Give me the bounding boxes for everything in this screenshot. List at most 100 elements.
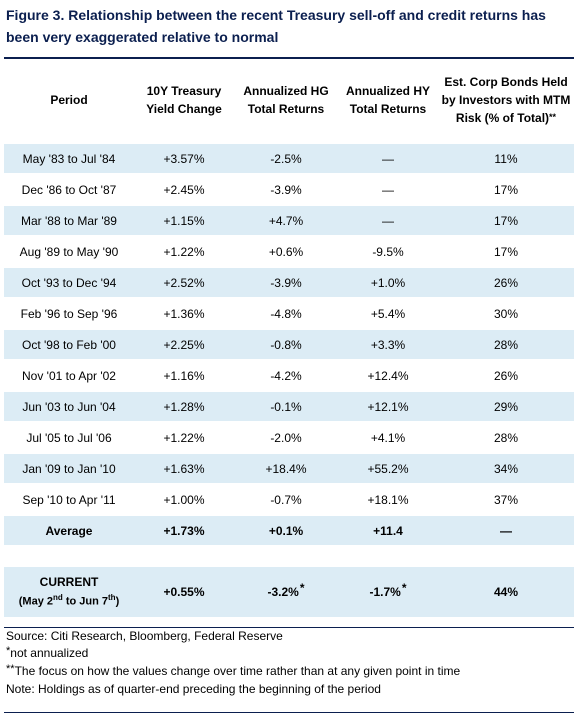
header-mtm: Est. Corp Bonds Held by Investors with M… — [438, 62, 574, 138]
cell-hg: -0.7% — [270, 492, 302, 507]
cell-mtm: — — [500, 523, 512, 538]
table-row: Jul '05 to Jul '06 +1.22% -2.0% +4.1% 28% — [4, 423, 574, 452]
cell-hg: +4.7% — [268, 213, 304, 228]
cell-treasury: +1.36% — [163, 306, 205, 321]
cell-period: Average — [45, 523, 93, 538]
cell-mtm: 11% — [494, 151, 518, 166]
cell-mtm: 37% — [493, 492, 519, 507]
bottom-rule — [4, 627, 574, 628]
table-row: Jun '03 to Jun '04 +1.28% -0.1% +12.1% 29% — [4, 392, 574, 421]
cell-hy: — — [382, 151, 394, 166]
cell-period: Dec '86 to Oct '87 — [21, 182, 117, 197]
cell-hy: +18.1% — [367, 492, 409, 507]
cell-hy: +3.3% — [370, 337, 406, 352]
cell-hg: -2.0% — [270, 430, 302, 445]
header-hy: Annualized HY Total Returns — [345, 84, 430, 116]
focus-note: **The focus on how the values change ove… — [6, 663, 461, 678]
cell-hy: -9.5% — [372, 244, 404, 259]
cell-mtm: 17% — [493, 213, 519, 228]
cell-period: Oct '93 to Dec '94 — [21, 275, 117, 290]
current-label-cell: CURRENT (May 2nd to Jun 7th) — [4, 567, 134, 617]
table-row: Oct '93 to Dec '94 +2.52% -3.9% +1.0% 26% — [4, 268, 574, 297]
not-annualized-note: *not annualized — [6, 645, 89, 660]
current-range: (May 2nd to Jun 7th) — [18, 593, 120, 608]
current-mtm: 44% — [493, 585, 519, 599]
cell-hy: — — [382, 182, 394, 197]
current-row: CURRENT (May 2nd to Jun 7th) +0.55% -3.2… — [4, 567, 574, 617]
cell-period: Jun '03 to Jun '04 — [22, 399, 116, 414]
average-row: Average +1.73% +0.1% +11.4 — — [4, 516, 574, 545]
cell-treasury: +2.25% — [163, 337, 205, 352]
cell-treasury: +1.28% — [163, 399, 205, 414]
cell-period: Aug '89 to May '90 — [19, 244, 119, 259]
cell-treasury: +3.57% — [163, 151, 205, 166]
table-body: May '83 to Jul '84 +3.57% -2.5% — 11% Dec '86… — [4, 144, 574, 547]
cell-mtm: 17% — [493, 244, 519, 259]
current-hy-mark: * — [401, 581, 407, 595]
cell-hg: -4.2% — [270, 368, 302, 383]
cell-hy: +55.2% — [367, 461, 409, 476]
cell-hy: +5.4% — [370, 306, 406, 321]
cell-hy: +12.1% — [367, 399, 409, 414]
cell-period: Oct '98 to Feb '00 — [22, 337, 116, 352]
cell-mtm: 26% — [493, 368, 519, 383]
header-mtm-mark: ** — [549, 112, 557, 122]
table-row: Feb '96 to Sep '96 +1.36% -4.8% +5.4% 30% — [4, 299, 574, 328]
top-rule — [4, 57, 574, 59]
cell-treasury: +1.00% — [163, 492, 205, 507]
header-mtm-label: Est. Corp Bonds Held by Investors with M… — [441, 75, 571, 125]
table-row: Mar '88 to Mar '89 +1.15% +4.7% — 17% — [4, 206, 574, 235]
cell-hg: -4.8% — [270, 306, 302, 321]
cell-mtm: 28% — [493, 430, 519, 445]
footer-rule — [4, 712, 574, 713]
cell-hg: +18.4% — [265, 461, 307, 476]
cell-hy: +1.0% — [370, 275, 406, 290]
table-header: Period 10Y Treasury Yield Change Annuali… — [4, 62, 574, 138]
cell-period: Nov '01 to Apr '02 — [22, 368, 116, 383]
table-row: May '83 to Jul '84 +3.57% -2.5% — 11% — [4, 144, 574, 173]
cell-mtm: 29% — [493, 399, 519, 414]
cell-treasury: +2.52% — [163, 275, 205, 290]
figure-title: Figure 3. Relationship between the recen… — [6, 7, 546, 45]
cell-period: Feb '96 to Sep '96 — [20, 306, 118, 321]
cell-treasury: +2.45% — [163, 182, 205, 197]
header-treasury: 10Y Treasury Yield Change — [146, 84, 222, 116]
current-hg-mark: * — [299, 581, 305, 595]
cell-treasury: +1.16% — [163, 368, 205, 383]
table-row: Dec '86 to Oct '87 +2.45% -3.9% — 17% — [4, 175, 574, 204]
cell-hg: -3.9% — [270, 275, 302, 290]
cell-hg: -0.8% — [270, 337, 302, 352]
cell-period: Mar '88 to Mar '89 — [21, 213, 117, 228]
table-row: Oct '98 to Feb '00 +2.25% -0.8% +3.3% 28% — [4, 330, 574, 359]
cell-period: Jan '09 to Jan '10 — [22, 461, 116, 476]
table-row: Aug '89 to May '90 +1.22% +0.6% -9.5% 17% — [4, 237, 574, 266]
cell-hy: +12.4% — [367, 368, 409, 383]
current-hg: -3.2% * — [267, 581, 305, 599]
cell-period: Sep '10 to Apr '11 — [22, 492, 116, 507]
cell-treasury: +1.73% — [163, 523, 205, 538]
cell-mtm: 26% — [493, 275, 519, 290]
cell-treasury: +1.63% — [163, 461, 205, 476]
cell-mtm: 30% — [493, 306, 519, 321]
current-hy: -1.7% * — [369, 581, 407, 599]
cell-hy: — — [382, 213, 394, 228]
header-period: Period — [50, 93, 88, 107]
cell-period: Jul '05 to Jul '06 — [26, 430, 112, 445]
cell-mtm: 28% — [493, 337, 519, 352]
cell-hg: +0.1% — [268, 523, 304, 538]
table-row: Jan '09 to Jan '10 +1.63% +18.4% +55.2% 34% — [4, 454, 574, 483]
cell-hg: -3.9% — [270, 182, 302, 197]
table-row: Nov '01 to Apr '02 +1.16% -4.2% +12.4% 26% — [4, 361, 574, 390]
cell-treasury: +1.15% — [163, 213, 205, 228]
cell-hy: +4.1% — [370, 430, 406, 445]
cell-treasury: +1.22% — [163, 430, 205, 445]
source-note: Source: Citi Research, Bloomberg, Federa… — [6, 629, 283, 643]
cell-treasury: +1.22% — [163, 244, 205, 259]
cell-period: May '83 to Jul '84 — [22, 151, 116, 166]
cell-mtm: 34% — [493, 461, 519, 476]
cell-mtm: 17% — [493, 182, 519, 197]
current-label: CURRENT — [39, 575, 99, 590]
cell-hy: +11.4 — [373, 523, 403, 538]
holdings-note: Note: Holdings as of quarter-end precedi… — [6, 682, 381, 696]
